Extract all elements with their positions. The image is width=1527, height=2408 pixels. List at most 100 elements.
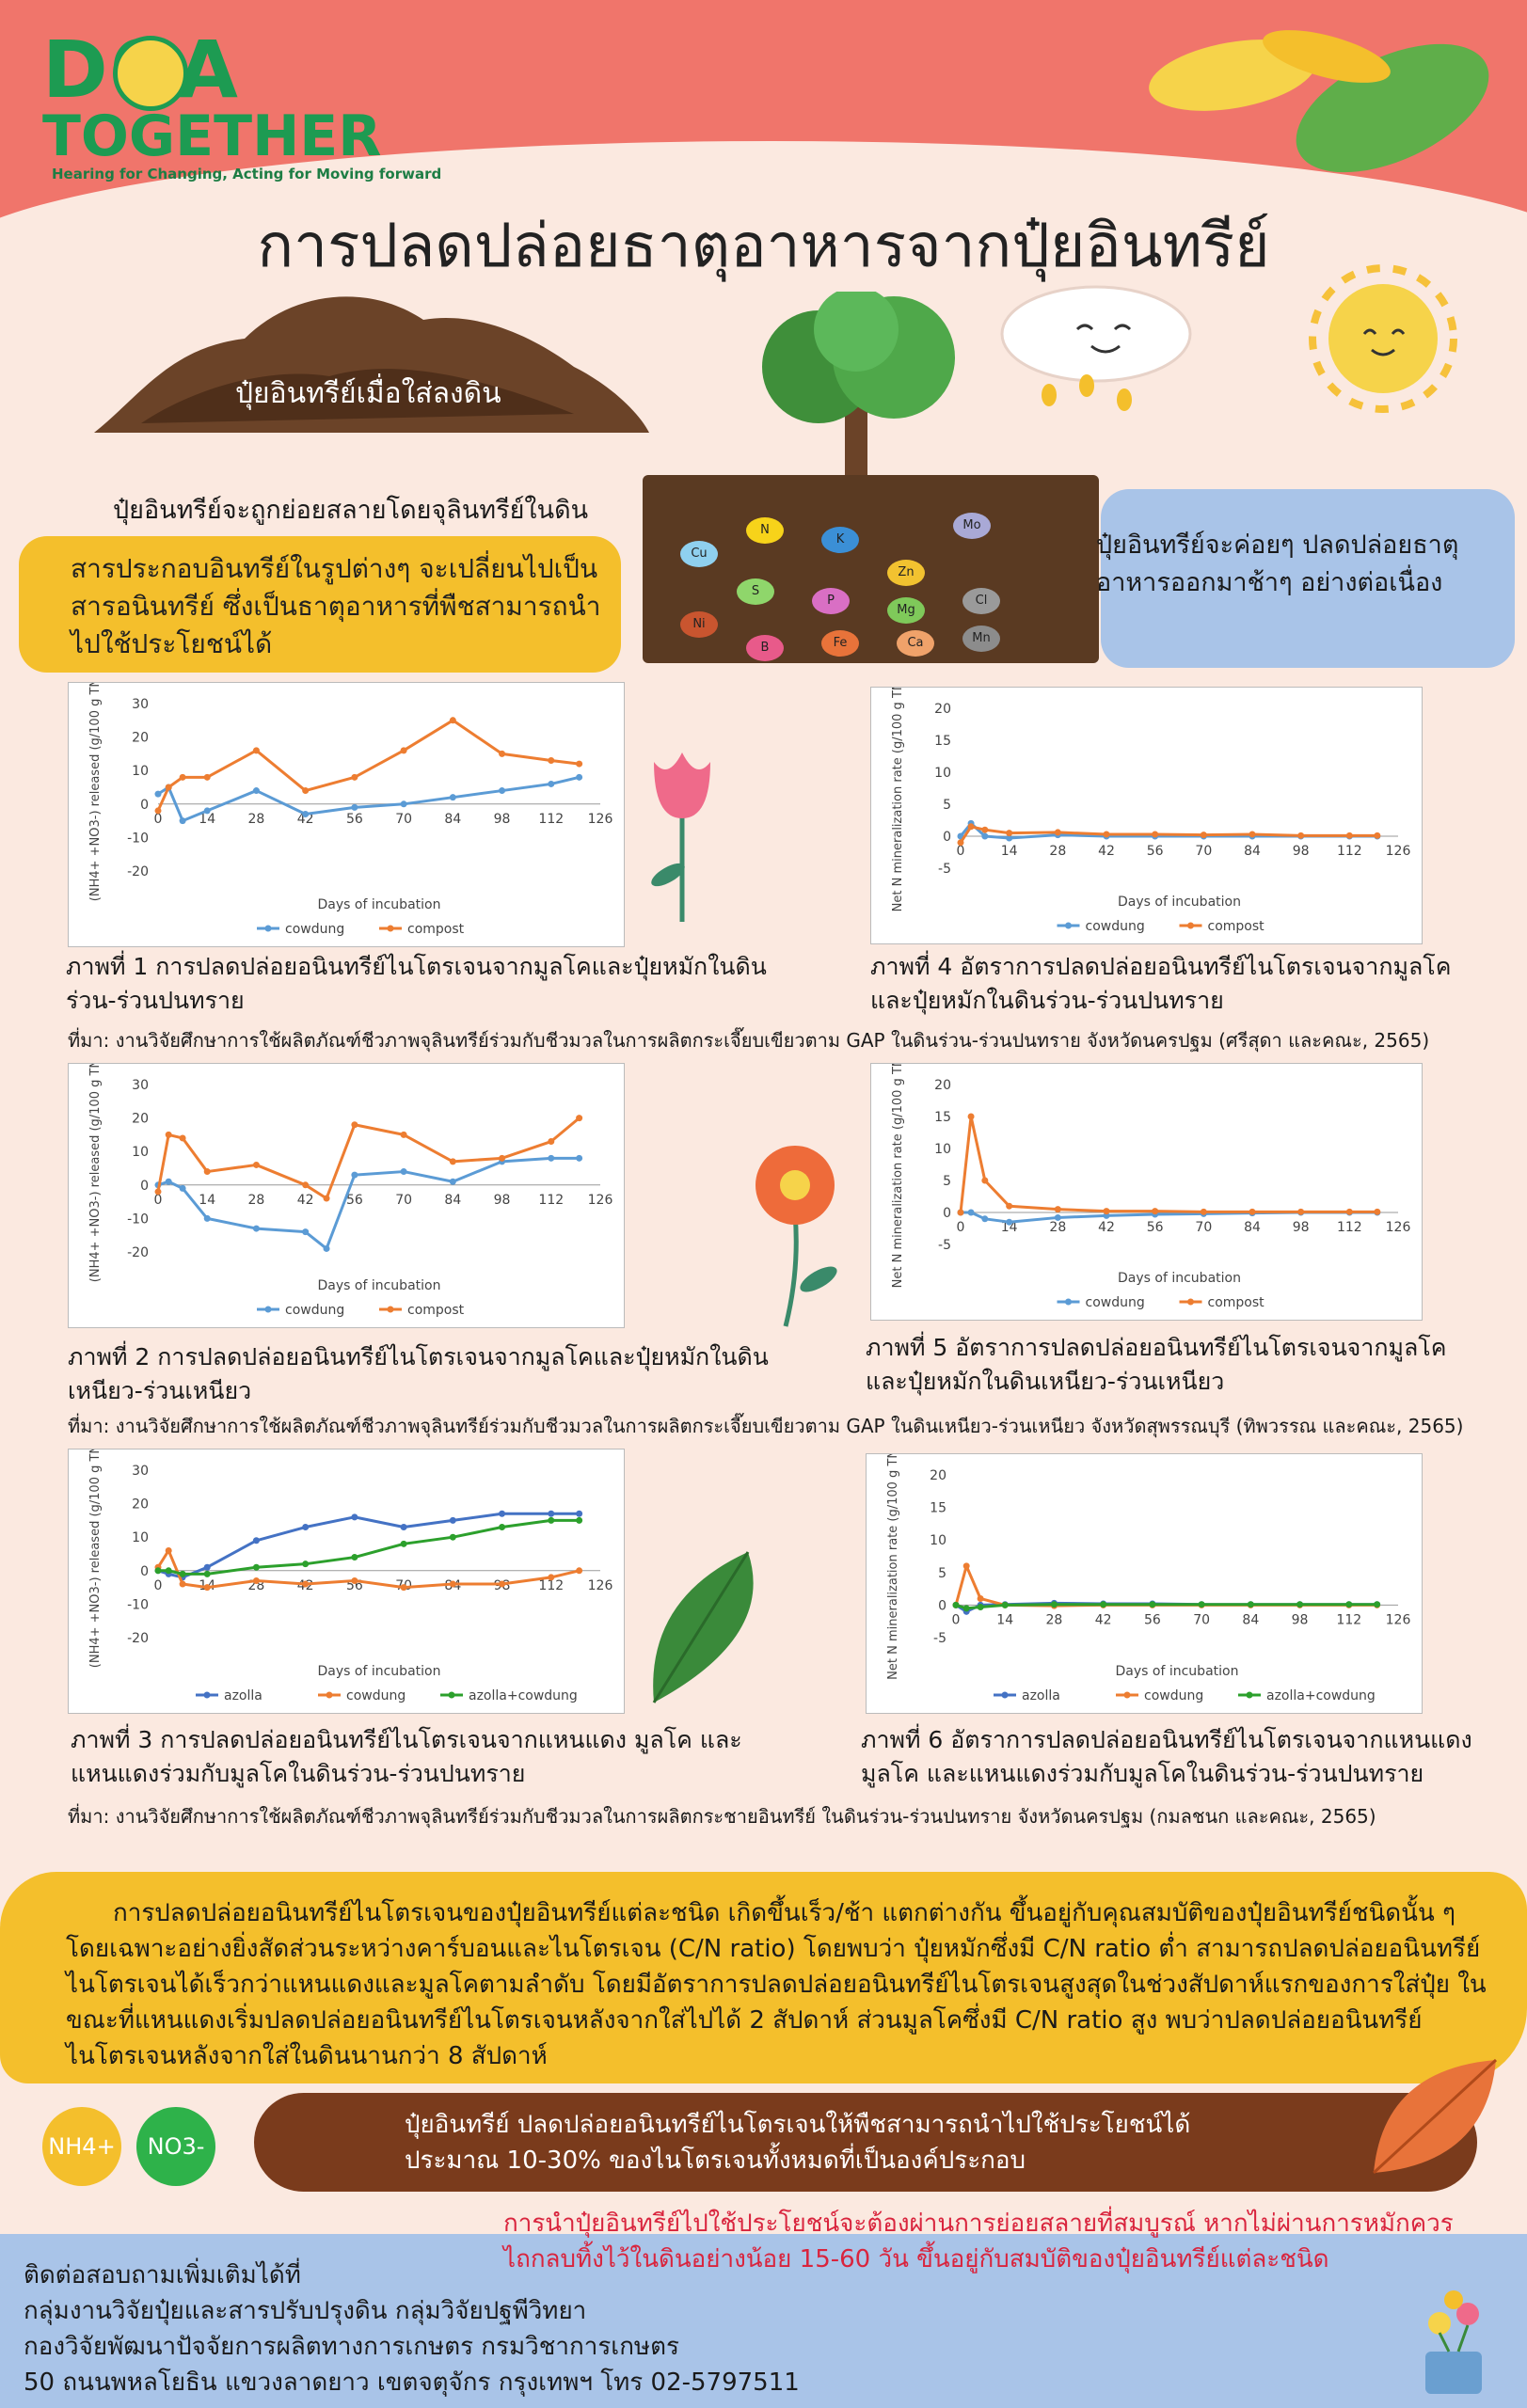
x-axis-title: Days of incubation [318, 1278, 441, 1293]
data-point-compost [548, 757, 555, 765]
data-point-cowdung [154, 790, 162, 798]
y-tick-label: 5 [943, 798, 951, 813]
y-tick-label: -10 [127, 1597, 149, 1612]
y-tick-label: 10 [934, 766, 951, 781]
footer-band [0, 2234, 1527, 2408]
data-point-compost [203, 1168, 211, 1176]
data-point-compost [400, 747, 407, 754]
data-point-cowdung [252, 1225, 260, 1232]
data-point-compost [302, 787, 310, 795]
nutrient-cl: Cl [962, 588, 1000, 614]
data-point-azolla+cowdung [977, 1603, 984, 1610]
x-tick-label: 56 [346, 812, 363, 827]
data-point-compost [499, 1154, 506, 1162]
sun-icon [1309, 264, 1457, 413]
legend-label-cowdung: cowdung [1086, 1295, 1145, 1310]
data-point-cowdung [1006, 834, 1013, 842]
autumn-leaf-icon [1372, 2058, 1498, 2175]
data-point-cowdung [165, 1546, 172, 1554]
contact-line-1: ติดต่อสอบถามเพิ่มเติมได้ที่ [24, 2261, 301, 2289]
data-point-cowdung [576, 773, 583, 781]
legend-marker-compost [1187, 1298, 1194, 1306]
y-tick-label: 20 [132, 1112, 149, 1127]
data-point-compost [203, 773, 211, 781]
data-point-cowdung [203, 807, 211, 815]
contact-block: ติดต่อสอบถามเพิ่มเติมได้ที่ กลุ่มงานวิจั… [24, 2258, 800, 2400]
data-point-cowdung [548, 780, 555, 787]
data-point-compost [967, 1113, 975, 1120]
brown-line-1: ปุ๋ยอินทรีย์ ปลดปล่อยอนินทรีย์ไนโตรเจนให… [405, 2111, 1191, 2139]
data-point-compost [1103, 831, 1110, 838]
x-axis-title: Days of incubation [318, 1664, 441, 1679]
x-tick-label: 126 [588, 1578, 613, 1593]
x-tick-label: 84 [1244, 1220, 1261, 1235]
y-tick-label: 30 [132, 1464, 149, 1479]
x-tick-label: 14 [199, 812, 215, 827]
nutrient-mo: Mo [953, 513, 991, 539]
summary-box [0, 1872, 1527, 2083]
data-point-cowdung [400, 800, 407, 808]
data-point-azolla+cowdung [154, 1567, 162, 1575]
data-point-azolla [449, 1516, 456, 1524]
legend-label-compost: compost [1208, 1295, 1265, 1310]
y-tick-label: -10 [127, 831, 149, 846]
data-point-azolla+cowdung [165, 1567, 172, 1575]
x-tick-label: 126 [1386, 1220, 1411, 1235]
data-point-compost [351, 1121, 358, 1129]
data-point-compost [1374, 1208, 1381, 1215]
x-tick-label: 14 [996, 1612, 1013, 1627]
fig3-caption: ภาพที่ 3 การปลดปล่อยอนินทรีย์ไนโตรเจนจาก… [71, 1726, 742, 1787]
x-tick-label: 98 [1292, 1612, 1309, 1627]
chart-panel-fig4: -5 0 5 10 15 20 0 14 28 42 56 70 84 98 112 126 Days of i… [870, 687, 1423, 944]
data-point-cowdung [165, 1178, 172, 1185]
legend-label-cowdung: cowdung [285, 922, 344, 937]
data-point-compost [1345, 832, 1353, 839]
y-tick-label: 20 [132, 731, 149, 746]
data-point-compost [1200, 1208, 1207, 1215]
data-point-cowdung [967, 1209, 975, 1216]
data-point-cowdung [499, 787, 506, 795]
data-point-cowdung [1006, 1218, 1013, 1226]
blue-box-text: ปุ๋ยอินทรีย์จะค่อยๆ ปลดปล่อยธาตุอาหารออก… [1096, 531, 1459, 597]
series-line-cowdung [157, 775, 580, 823]
nutrient-group: Cu N K Zn Mo S P Mg Cl Ni B Fe Ca Mn [643, 475, 1099, 663]
x-tick-label: 14 [1001, 1220, 1018, 1235]
nutrient-ca: Ca [897, 630, 934, 657]
data-point-compost [252, 1161, 260, 1168]
y-tick-label: -5 [933, 1631, 946, 1646]
y-axis-title: Net N mineralization rate (g/100 g TN/d) [891, 688, 905, 911]
series-line-compost [156, 1117, 581, 1200]
x-tick-label: 98 [494, 1193, 511, 1208]
y-tick-label: 10 [930, 1533, 946, 1548]
data-point-compost [1152, 1208, 1159, 1215]
data-point-azolla+cowdung [1149, 1601, 1156, 1608]
x-tick-label: 84 [1242, 1612, 1259, 1627]
chart-fig1: -20 -10 0 10 20 30 0 14 28 42 56 70 84 98 112 126 Days o… [88, 683, 612, 937]
soil-block [643, 475, 1099, 663]
data-point-cowdung [179, 1580, 186, 1588]
legend-label-azolla+cowdung: azolla+cowdung [1266, 1688, 1376, 1703]
data-point-compost [323, 1195, 330, 1202]
fig6-caption: ภาพที่ 6 อัตราการปลดปล่อยอนินทรีย์ไนโตรเ… [861, 1726, 1472, 1787]
logo-together: TOGETHER [42, 103, 382, 169]
data-point-azolla+cowdung [203, 1570, 211, 1577]
data-point-compost [1152, 831, 1159, 838]
contact-line-4: 50 ถนนพหลโยธิน แขวงลาดยาว เขตจตุจักร กรุ… [24, 2368, 800, 2397]
nutrient-mg: Mg [887, 597, 925, 624]
data-point-compost [154, 807, 162, 815]
data-point-cowdung [203, 1584, 211, 1592]
data-point-azolla [351, 1513, 358, 1521]
data-point-compost [165, 784, 172, 791]
chart-fig5: -5 0 5 10 15 20 0 14 28 42 56 70 84 98 112 126 Days of i… [891, 1064, 1411, 1310]
series-line-azolla+cowdung [158, 1518, 580, 1576]
data-point-compost [302, 1181, 310, 1189]
x-tick-label: 84 [444, 812, 461, 827]
data-point-compost [154, 1188, 162, 1196]
data-point-compost [351, 773, 358, 781]
x-tick-label: 0 [154, 1193, 163, 1208]
x-tick-label: 56 [1144, 1612, 1161, 1627]
series-line-compost [156, 719, 580, 812]
series-line-compost [959, 825, 1377, 844]
y-tick-label: 10 [132, 764, 149, 779]
